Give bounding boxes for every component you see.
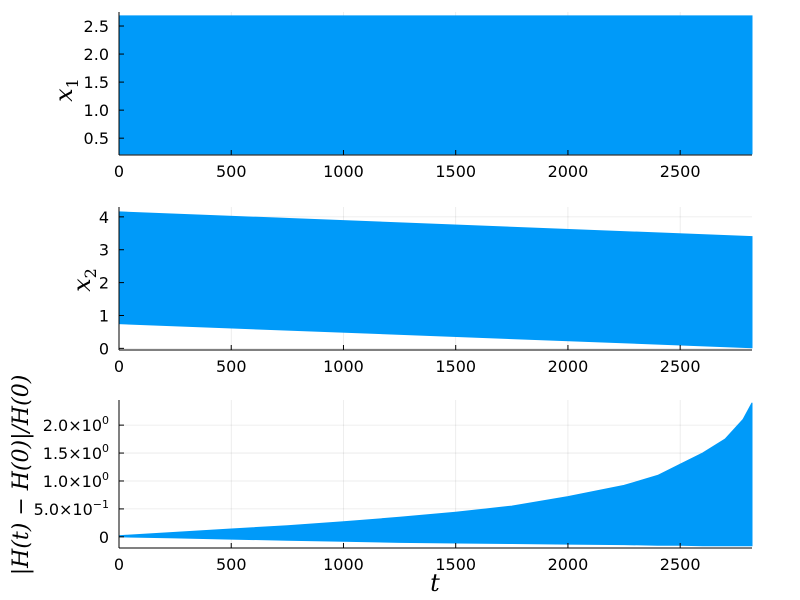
y-tick-label: 2.5 — [84, 17, 109, 36]
y-tick-label: 4 — [99, 208, 109, 227]
y-tick-label: 1.5 — [84, 73, 109, 92]
x-tick-label: 1500 — [435, 162, 476, 181]
x-tick-label: 2000 — [548, 162, 589, 181]
x-tick-label: 2000 — [548, 555, 589, 574]
y-tick-label: 1.0 — [84, 101, 109, 120]
y-axis-label: x2 — [68, 268, 100, 292]
x-tick-label: 1000 — [323, 555, 364, 574]
x-tick-label: 2500 — [660, 555, 701, 574]
y-tick-label: 3 — [99, 241, 109, 260]
y-tick-label: 2.0 — [84, 45, 109, 64]
x-tick-label: 2500 — [660, 357, 701, 376]
y-tick-label: 0 — [99, 339, 109, 358]
x-tick-label: 1500 — [435, 555, 476, 574]
y-axis-label: |H(t) − H(0)|/H(0) — [9, 375, 34, 576]
svg-text:|H(t) − H(0)|/H(0): |H(t) − H(0)|/H(0) — [9, 375, 34, 576]
series-band — [118, 211, 753, 349]
x-tick-label: 2000 — [548, 357, 589, 376]
y-tick-label: 2 — [99, 274, 109, 293]
x-tick-label: 0 — [114, 357, 124, 376]
y-axis-label: x1 — [50, 78, 82, 102]
x-tick-label: 0 — [114, 162, 124, 181]
series-band — [118, 15, 753, 155]
svg-text:x2: x2 — [68, 268, 100, 292]
x-tick-label: 500 — [216, 162, 247, 181]
y-tick-label: 2.0×100 — [43, 414, 109, 435]
x-tick-label: 1000 — [323, 162, 364, 181]
y-tick-label: 1.0×100 — [43, 470, 109, 491]
x-axis-label: t — [430, 569, 440, 597]
y-tick-label: 0 — [99, 528, 109, 547]
panel-x1: 0 500 1000 1500 2000 2500 0.5 1.0 1.5 2.0 2.5 x1 — [50, 12, 753, 181]
y-tick-label: 5.0×10−1 — [34, 498, 109, 519]
y-tick-label: 1 — [99, 306, 109, 325]
y-tick-label: 1.5×100 — [43, 442, 109, 463]
x-tick-label: 500 — [216, 555, 247, 574]
y-tick-label: 0.5 — [84, 129, 109, 148]
panel-x2: 0 500 1000 1500 2000 2500 0 1 2 3 4 x2 — [68, 207, 753, 376]
series-band — [118, 402, 753, 547]
panel-energy-error: 0 500 1000 1500 2000 2500 0 5.0×10−1 1.0×100 1.5×… — [9, 375, 753, 597]
x-tick-label: 1500 — [435, 357, 476, 376]
x-tick-label: 2500 — [660, 162, 701, 181]
x-tick-label: 1000 — [323, 357, 364, 376]
x-tick-label: 0 — [114, 555, 124, 574]
x-tick-label: 500 — [216, 357, 247, 376]
svg-text:x1: x1 — [50, 78, 82, 102]
